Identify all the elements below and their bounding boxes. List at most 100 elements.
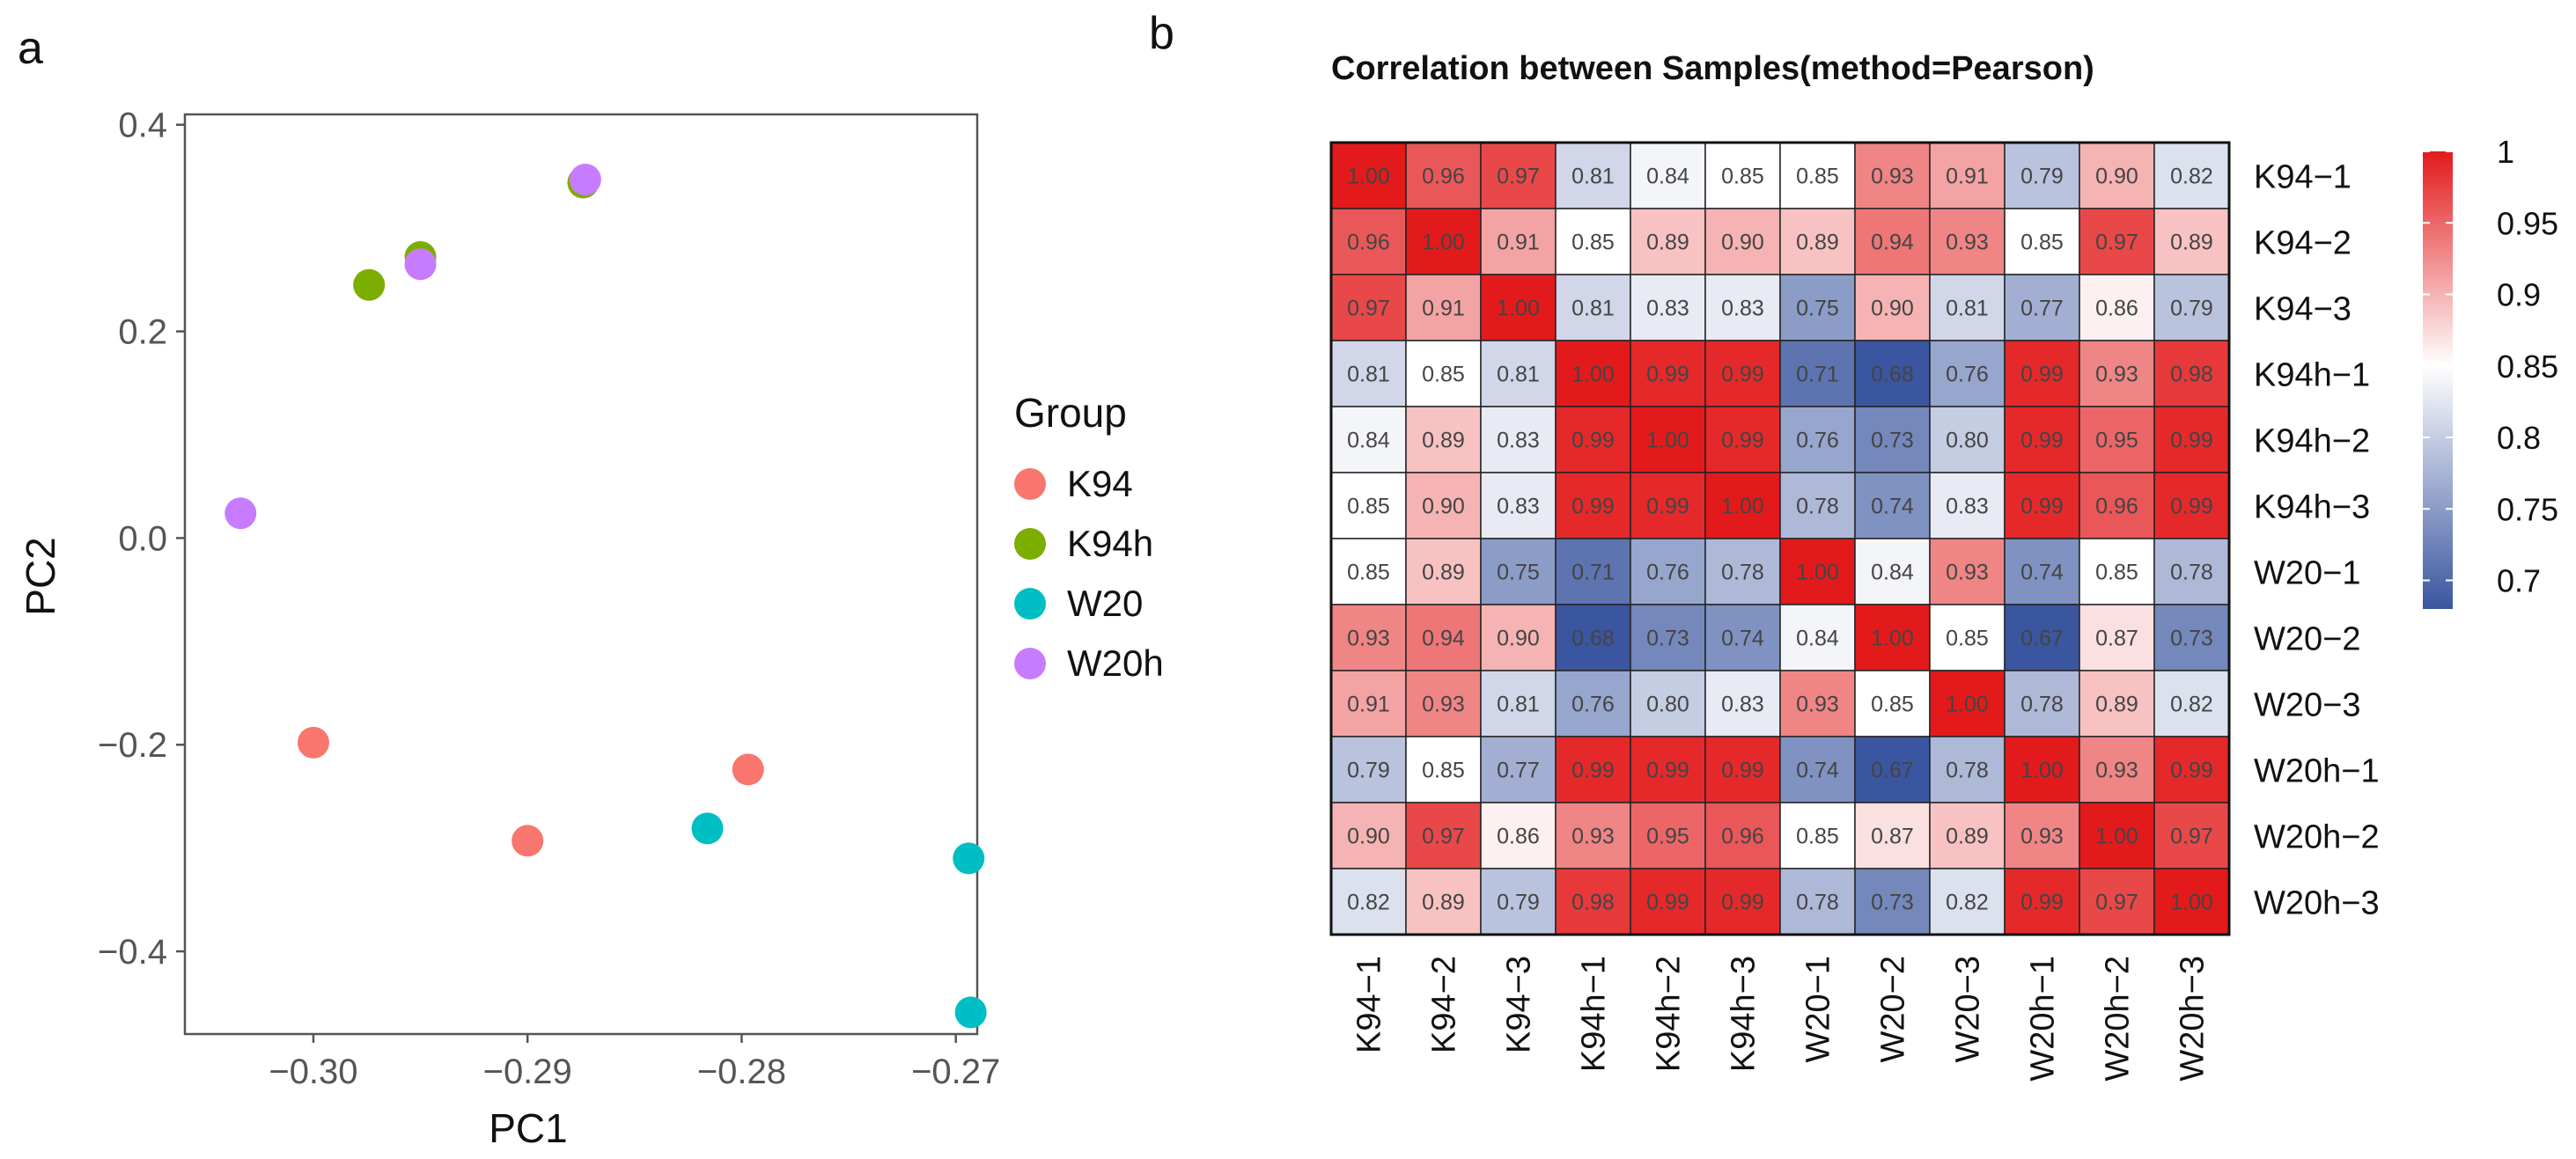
heatmap-cell-value: 0.99 <box>1646 495 1689 519</box>
heatmap-cell <box>1555 208 1631 275</box>
heatmap-cell-value: 0.99 <box>1571 759 1615 783</box>
colorbar-tick-label: 0.8 <box>2497 420 2541 456</box>
heatmap-cell-value: 0.68 <box>1871 363 1914 387</box>
panel-label-b: b <box>1149 8 1174 59</box>
heatmap-cell-value: 0.82 <box>1946 891 1989 915</box>
heatmap-cell <box>1929 406 2006 473</box>
point-w20 <box>953 842 985 875</box>
heatmap-cell <box>1779 472 1856 539</box>
y-tick-label: −0.4 <box>98 933 167 972</box>
scatter-y-axis-title: PC2 <box>18 537 63 615</box>
heatmap-cell-value: 0.78 <box>1796 891 1839 915</box>
heatmap-cell-value: 0.81 <box>1571 297 1615 321</box>
heatmap-cell <box>2079 604 2155 671</box>
heatmap-cell <box>2153 670 2230 737</box>
heatmap-cell <box>2153 208 2230 275</box>
heatmap-cell-value: 1.00 <box>1946 693 1989 717</box>
colorbar-tick-label: 0.7 <box>2497 563 2541 599</box>
correlation-heatmap: Correlation between Samples(method=Pears… <box>1329 50 2380 1082</box>
y-tick-label: 0.2 <box>118 313 167 352</box>
x-tick-label: −0.27 <box>911 1053 1000 1091</box>
heatmap-cell-value: 0.85 <box>1946 627 1989 651</box>
heatmap-cell-value: 0.75 <box>1796 297 1839 321</box>
heatmap-col-labels: K94−1 K94−2 K94−3 K94h−1 K94h−2 K94h−3 W20−1 W2… <box>1351 956 2212 1082</box>
heatmap-cell-value: 0.87 <box>2095 627 2138 651</box>
heatmap-cell-value: 0.67 <box>2020 627 2064 651</box>
heatmap-cell-value: 0.78 <box>2170 561 2213 585</box>
heatmap-cell <box>1630 208 1706 275</box>
heatmap-row-label: K94h−3 <box>2254 489 2370 526</box>
heatmap-cell <box>2079 538 2155 605</box>
heatmap-cell <box>1330 274 1407 341</box>
legend-key-k94 <box>1014 468 1046 500</box>
heatmap-cell-value: 1.00 <box>1646 429 1689 453</box>
heatmap-cell-value: 0.99 <box>2170 429 2213 453</box>
heatmap-cell <box>1779 208 1856 275</box>
heatmap-cell-value: 0.99 <box>1646 363 1689 387</box>
heatmap-cell <box>1405 472 1482 539</box>
heatmap-cell <box>1779 736 1856 803</box>
point-k94 <box>297 726 329 759</box>
heatmap-cell-value: 0.93 <box>1946 231 1989 255</box>
heatmap-col-label: K94h−3 <box>1726 956 1763 1072</box>
scatter-x-axis-title: PC1 <box>489 1105 567 1151</box>
heatmap-cell-value: 0.99 <box>1721 363 1764 387</box>
heatmap-cell-value: 0.93 <box>2095 363 2138 387</box>
heatmap-cell-value: 0.74 <box>1721 627 1764 651</box>
heatmap-cell <box>1330 670 1407 737</box>
heatmap-row-labels: K94−1 K94−2 K94−3 K94h−1 K94h−2 K94h−3 W20−1 W2… <box>2254 159 2380 922</box>
heatmap-row-label: W20−3 <box>2254 687 2360 724</box>
point-w20h <box>224 497 257 530</box>
point-w20h <box>404 248 437 281</box>
heatmap-cell <box>1330 802 1407 869</box>
legend-key-w20 <box>1014 588 1046 620</box>
heatmap-cell-value: 0.85 <box>1422 759 1465 783</box>
heatmap-cell-value: 0.83 <box>1646 297 1689 321</box>
heatmap-cell-value: 0.85 <box>2020 231 2064 255</box>
heatmap-cell-value: 0.76 <box>1571 693 1615 717</box>
heatmap-cell-value: 0.85 <box>1571 231 1615 255</box>
heatmap-cell-value: 0.90 <box>1422 495 1465 519</box>
heatmap-col-label: W20−1 <box>1800 956 1837 1062</box>
heatmap-col-label: K94−1 <box>1351 956 1388 1053</box>
heatmap-row-label: K94−1 <box>2254 159 2352 196</box>
heatmap-cell <box>2004 340 2080 407</box>
heatmap-cell <box>1480 340 1557 407</box>
colorbar-gradient <box>2423 151 2453 609</box>
heatmap-cell <box>2079 736 2155 803</box>
heatmap-cell-value: 0.99 <box>1721 429 1764 453</box>
heatmap-cell <box>1480 538 1557 605</box>
heatmap-cell-value: 0.86 <box>2095 297 2138 321</box>
pca-scatter-plot: 0.4 0.2 0.0 −0.2 −0.4 −0.30 −0.29 −0.28 −0.27 P… <box>18 106 1000 1151</box>
heatmap-cell <box>2079 868 2155 935</box>
heatmap-cell-value: 0.83 <box>1497 495 1540 519</box>
heatmap-cell <box>2079 274 2155 341</box>
heatmap-cell-value: 0.97 <box>1347 297 1390 321</box>
heatmap-col-label: K94−3 <box>1501 956 1538 1053</box>
heatmap-cell <box>1929 604 2006 671</box>
legend-label-k94: K94 <box>1067 463 1133 504</box>
heatmap-cell <box>2004 472 2080 539</box>
heatmap-cell <box>1704 142 1781 209</box>
heatmap-cell-value: 0.99 <box>1571 429 1615 453</box>
heatmap-cell-value: 0.82 <box>2170 693 2213 717</box>
heatmap-cell-value: 0.79 <box>2020 165 2064 189</box>
heatmap-cell-value: 0.84 <box>1796 627 1839 651</box>
heatmap-cell <box>1405 736 1482 803</box>
heatmap-cell-value: 0.96 <box>1721 825 1764 849</box>
heatmap-cell-value: 1.00 <box>1422 231 1465 255</box>
heatmap-cell-value: 0.96 <box>2095 495 2138 519</box>
heatmap-cell-value: 0.89 <box>1646 231 1689 255</box>
heatmap-cell-value: 0.99 <box>2170 759 2213 783</box>
legend-title: Group <box>1014 390 1127 436</box>
heatmap-cell-value: 0.96 <box>1422 165 1465 189</box>
heatmap-cell <box>1704 802 1781 869</box>
heatmap-cell-value: 0.79 <box>1347 759 1390 783</box>
point-w20 <box>954 996 987 1029</box>
heatmap-cell-value: 0.83 <box>1946 495 1989 519</box>
heatmap-cell-value: 0.94 <box>1871 231 1914 255</box>
scatter-x-axis: −0.30 −0.29 −0.28 −0.27 <box>269 1034 1000 1091</box>
heatmap-cell <box>1330 538 1407 605</box>
heatmap-cell-value: 0.99 <box>1721 759 1764 783</box>
heatmap-cell <box>1405 802 1482 869</box>
